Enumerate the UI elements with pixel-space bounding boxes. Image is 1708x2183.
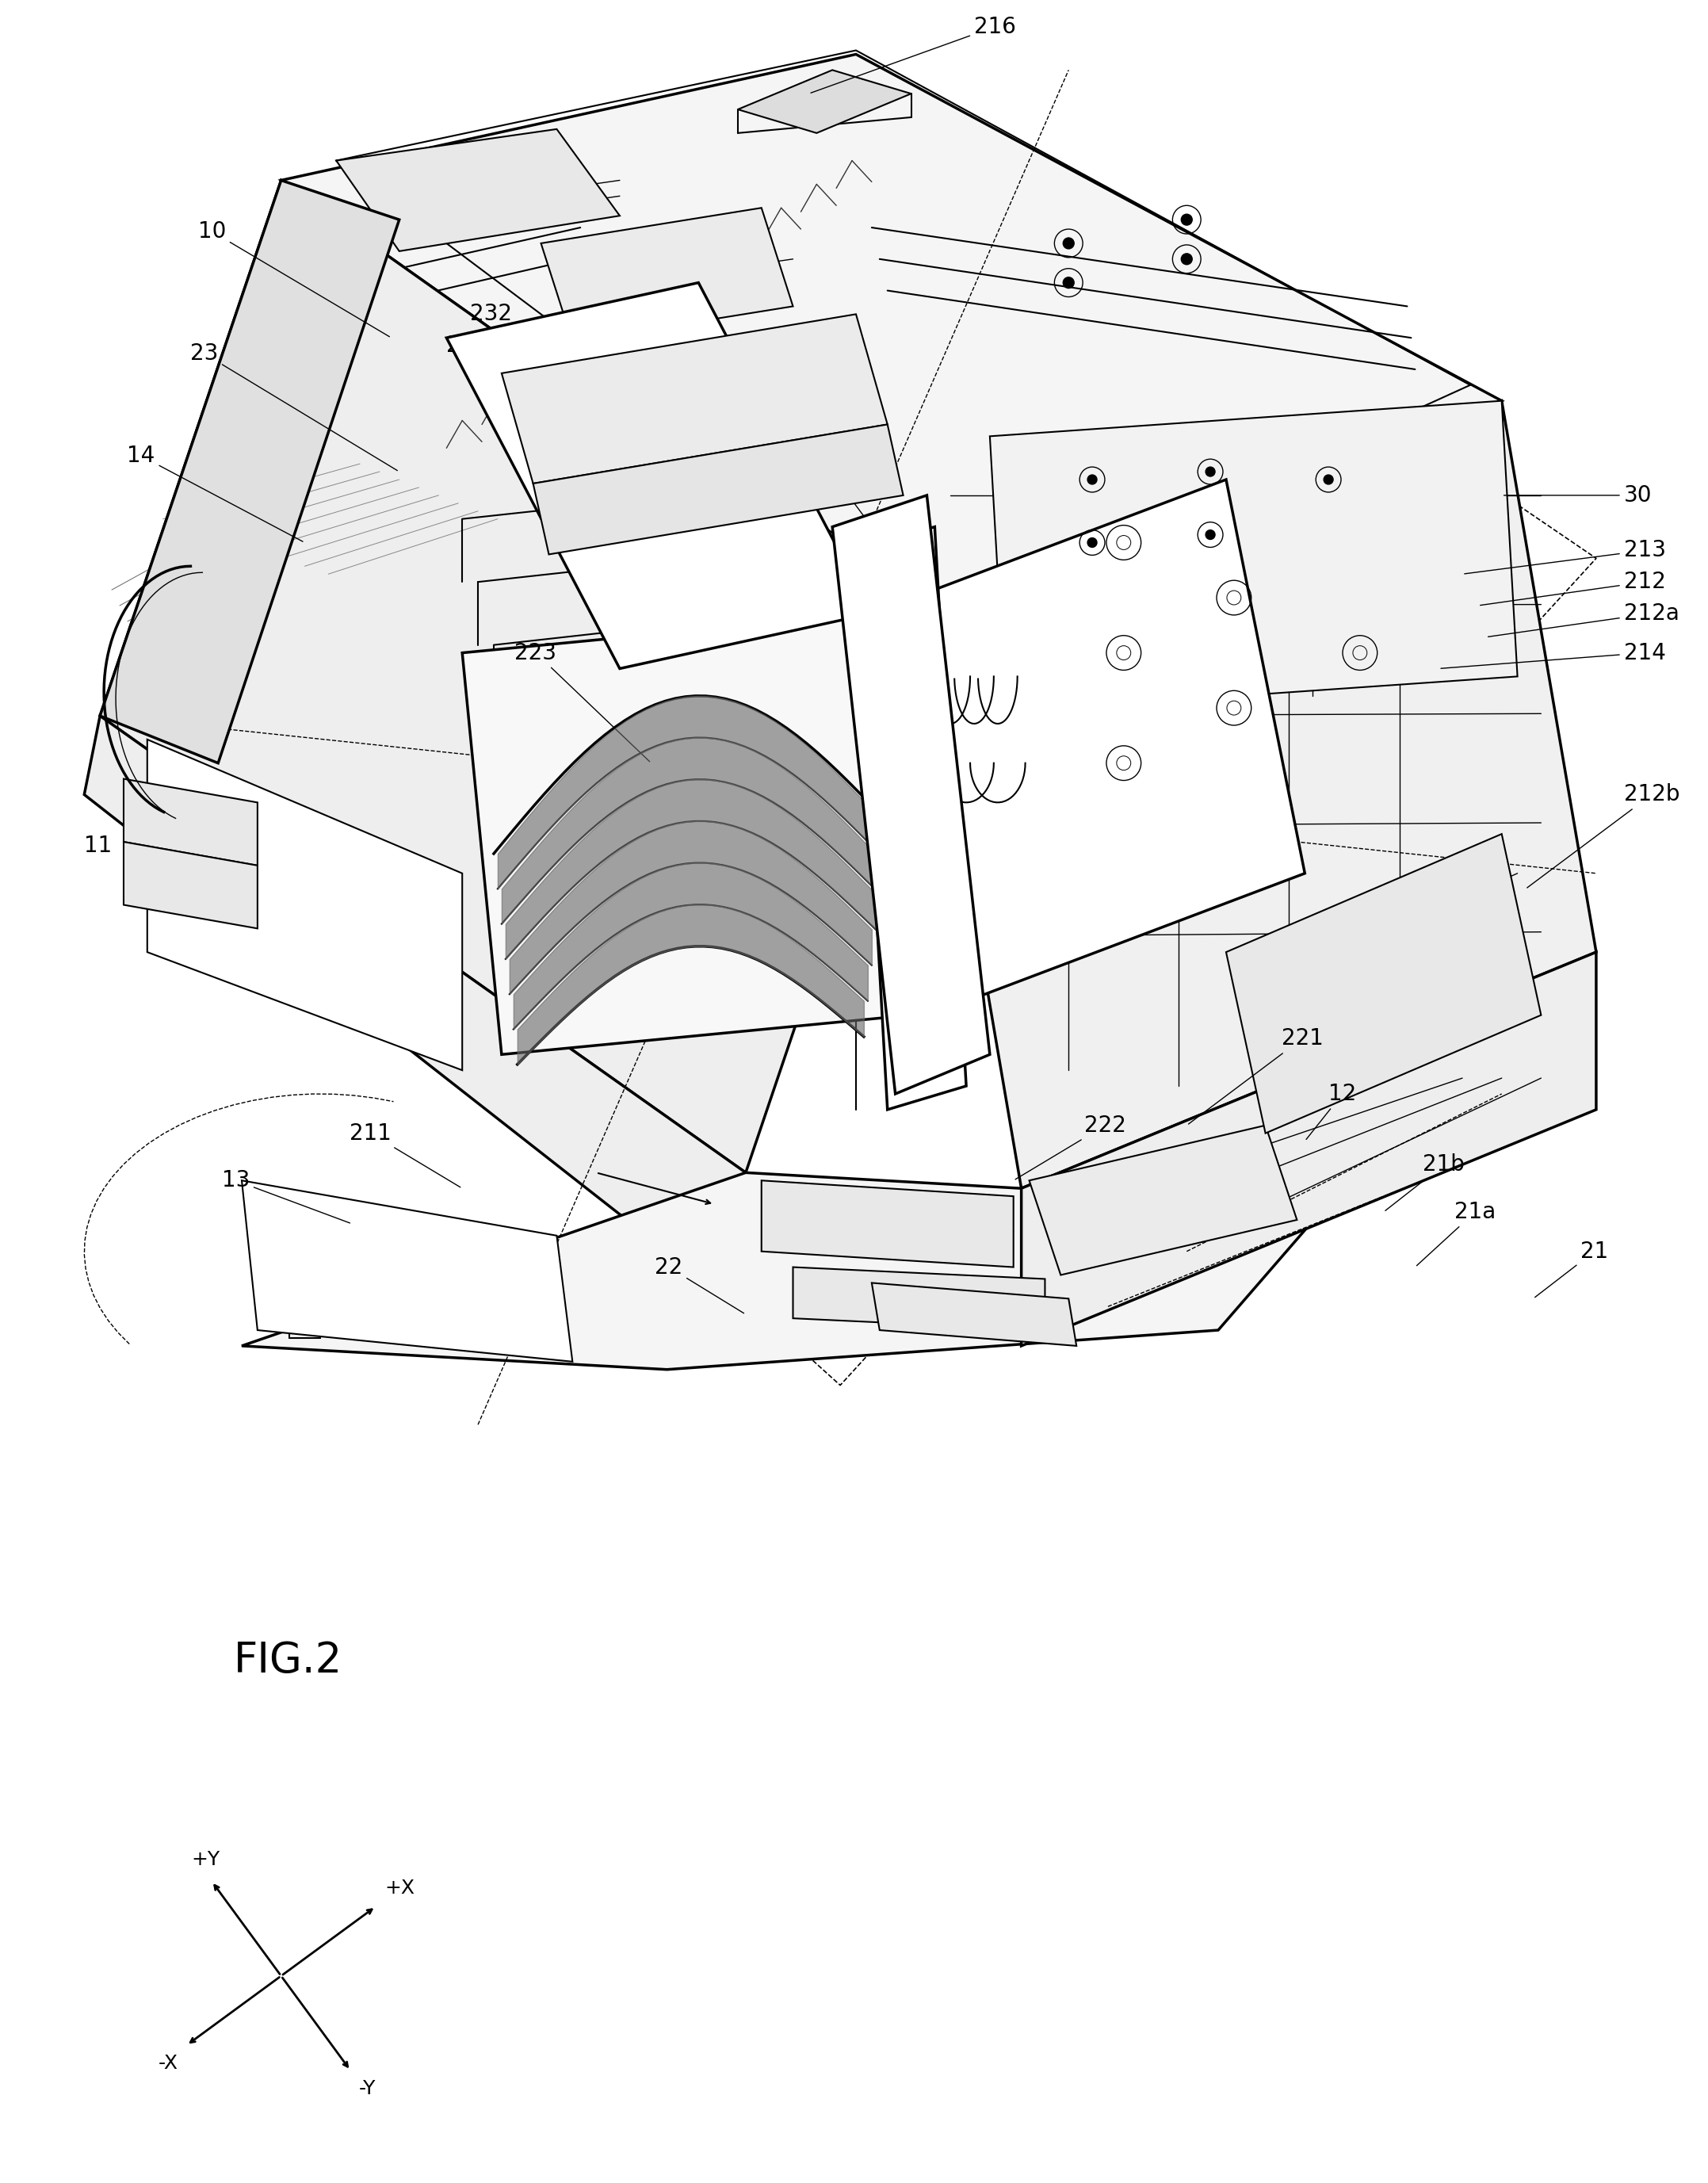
Polygon shape (1226, 834, 1541, 1133)
Polygon shape (336, 129, 620, 251)
Polygon shape (541, 207, 793, 343)
Text: 20: 20 (162, 867, 191, 888)
Text: 212a: 212a (1488, 603, 1679, 637)
Polygon shape (1030, 1126, 1296, 1275)
Polygon shape (446, 282, 871, 668)
Polygon shape (502, 314, 888, 482)
Polygon shape (101, 181, 927, 1172)
Polygon shape (147, 740, 463, 1070)
Text: 22: 22 (654, 1255, 745, 1314)
Polygon shape (927, 402, 1597, 1188)
Polygon shape (856, 526, 967, 1109)
Text: FIG.2: FIG.2 (234, 1639, 343, 1681)
Text: 214: 214 (1442, 642, 1665, 668)
Circle shape (1182, 253, 1192, 264)
Polygon shape (832, 496, 991, 1094)
Text: 30: 30 (1503, 485, 1652, 506)
Text: 231: 231 (446, 334, 601, 399)
Text: 23: 23 (190, 343, 398, 472)
Polygon shape (243, 1181, 572, 1362)
Text: +Y: +Y (191, 1849, 220, 1869)
Text: 212b: 212b (1527, 784, 1679, 888)
Polygon shape (463, 613, 910, 1054)
Polygon shape (101, 181, 400, 764)
Text: -X: -X (157, 2054, 178, 2074)
Text: 21a: 21a (1416, 1201, 1496, 1266)
Polygon shape (282, 55, 1501, 637)
Text: 10: 10 (198, 220, 389, 336)
Text: 216: 216 (811, 15, 1016, 94)
Circle shape (1088, 476, 1097, 485)
Polygon shape (762, 1181, 1013, 1266)
Text: 11: 11 (84, 834, 111, 858)
Text: 213: 213 (1464, 539, 1665, 574)
Circle shape (1088, 537, 1097, 548)
Circle shape (1062, 238, 1074, 249)
Text: 211: 211 (752, 485, 854, 572)
Polygon shape (991, 402, 1517, 712)
Text: 14: 14 (126, 445, 302, 541)
Polygon shape (871, 480, 1305, 1006)
Polygon shape (871, 1284, 1076, 1347)
Polygon shape (533, 424, 904, 554)
Text: {: { (132, 849, 154, 882)
Text: 212: 212 (1481, 570, 1665, 605)
Polygon shape (84, 716, 746, 1251)
Text: 215: 215 (798, 445, 871, 526)
Text: 12: 12 (1307, 1083, 1356, 1140)
Circle shape (1206, 467, 1214, 476)
Polygon shape (738, 70, 910, 133)
Text: 223: 223 (514, 642, 649, 762)
Text: 211: 211 (350, 1122, 461, 1188)
Polygon shape (123, 843, 258, 928)
Polygon shape (793, 1266, 1045, 1329)
Polygon shape (123, 779, 258, 864)
Text: 21: 21 (1535, 1240, 1609, 1297)
Text: 221: 221 (1189, 1028, 1324, 1124)
Polygon shape (243, 1094, 1423, 1369)
Text: +X: +X (384, 1880, 415, 1897)
Circle shape (1324, 476, 1334, 485)
Text: 21b: 21b (1385, 1153, 1465, 1212)
Text: 232: 232 (470, 303, 649, 360)
Text: -Y: -Y (359, 2078, 376, 2098)
Text: 222: 222 (1015, 1113, 1126, 1179)
Circle shape (1206, 530, 1214, 539)
Polygon shape (1021, 952, 1597, 1347)
Text: 13: 13 (222, 1170, 350, 1222)
Circle shape (1062, 277, 1074, 288)
Circle shape (1182, 214, 1192, 225)
Text: 16: 16 (162, 832, 191, 854)
